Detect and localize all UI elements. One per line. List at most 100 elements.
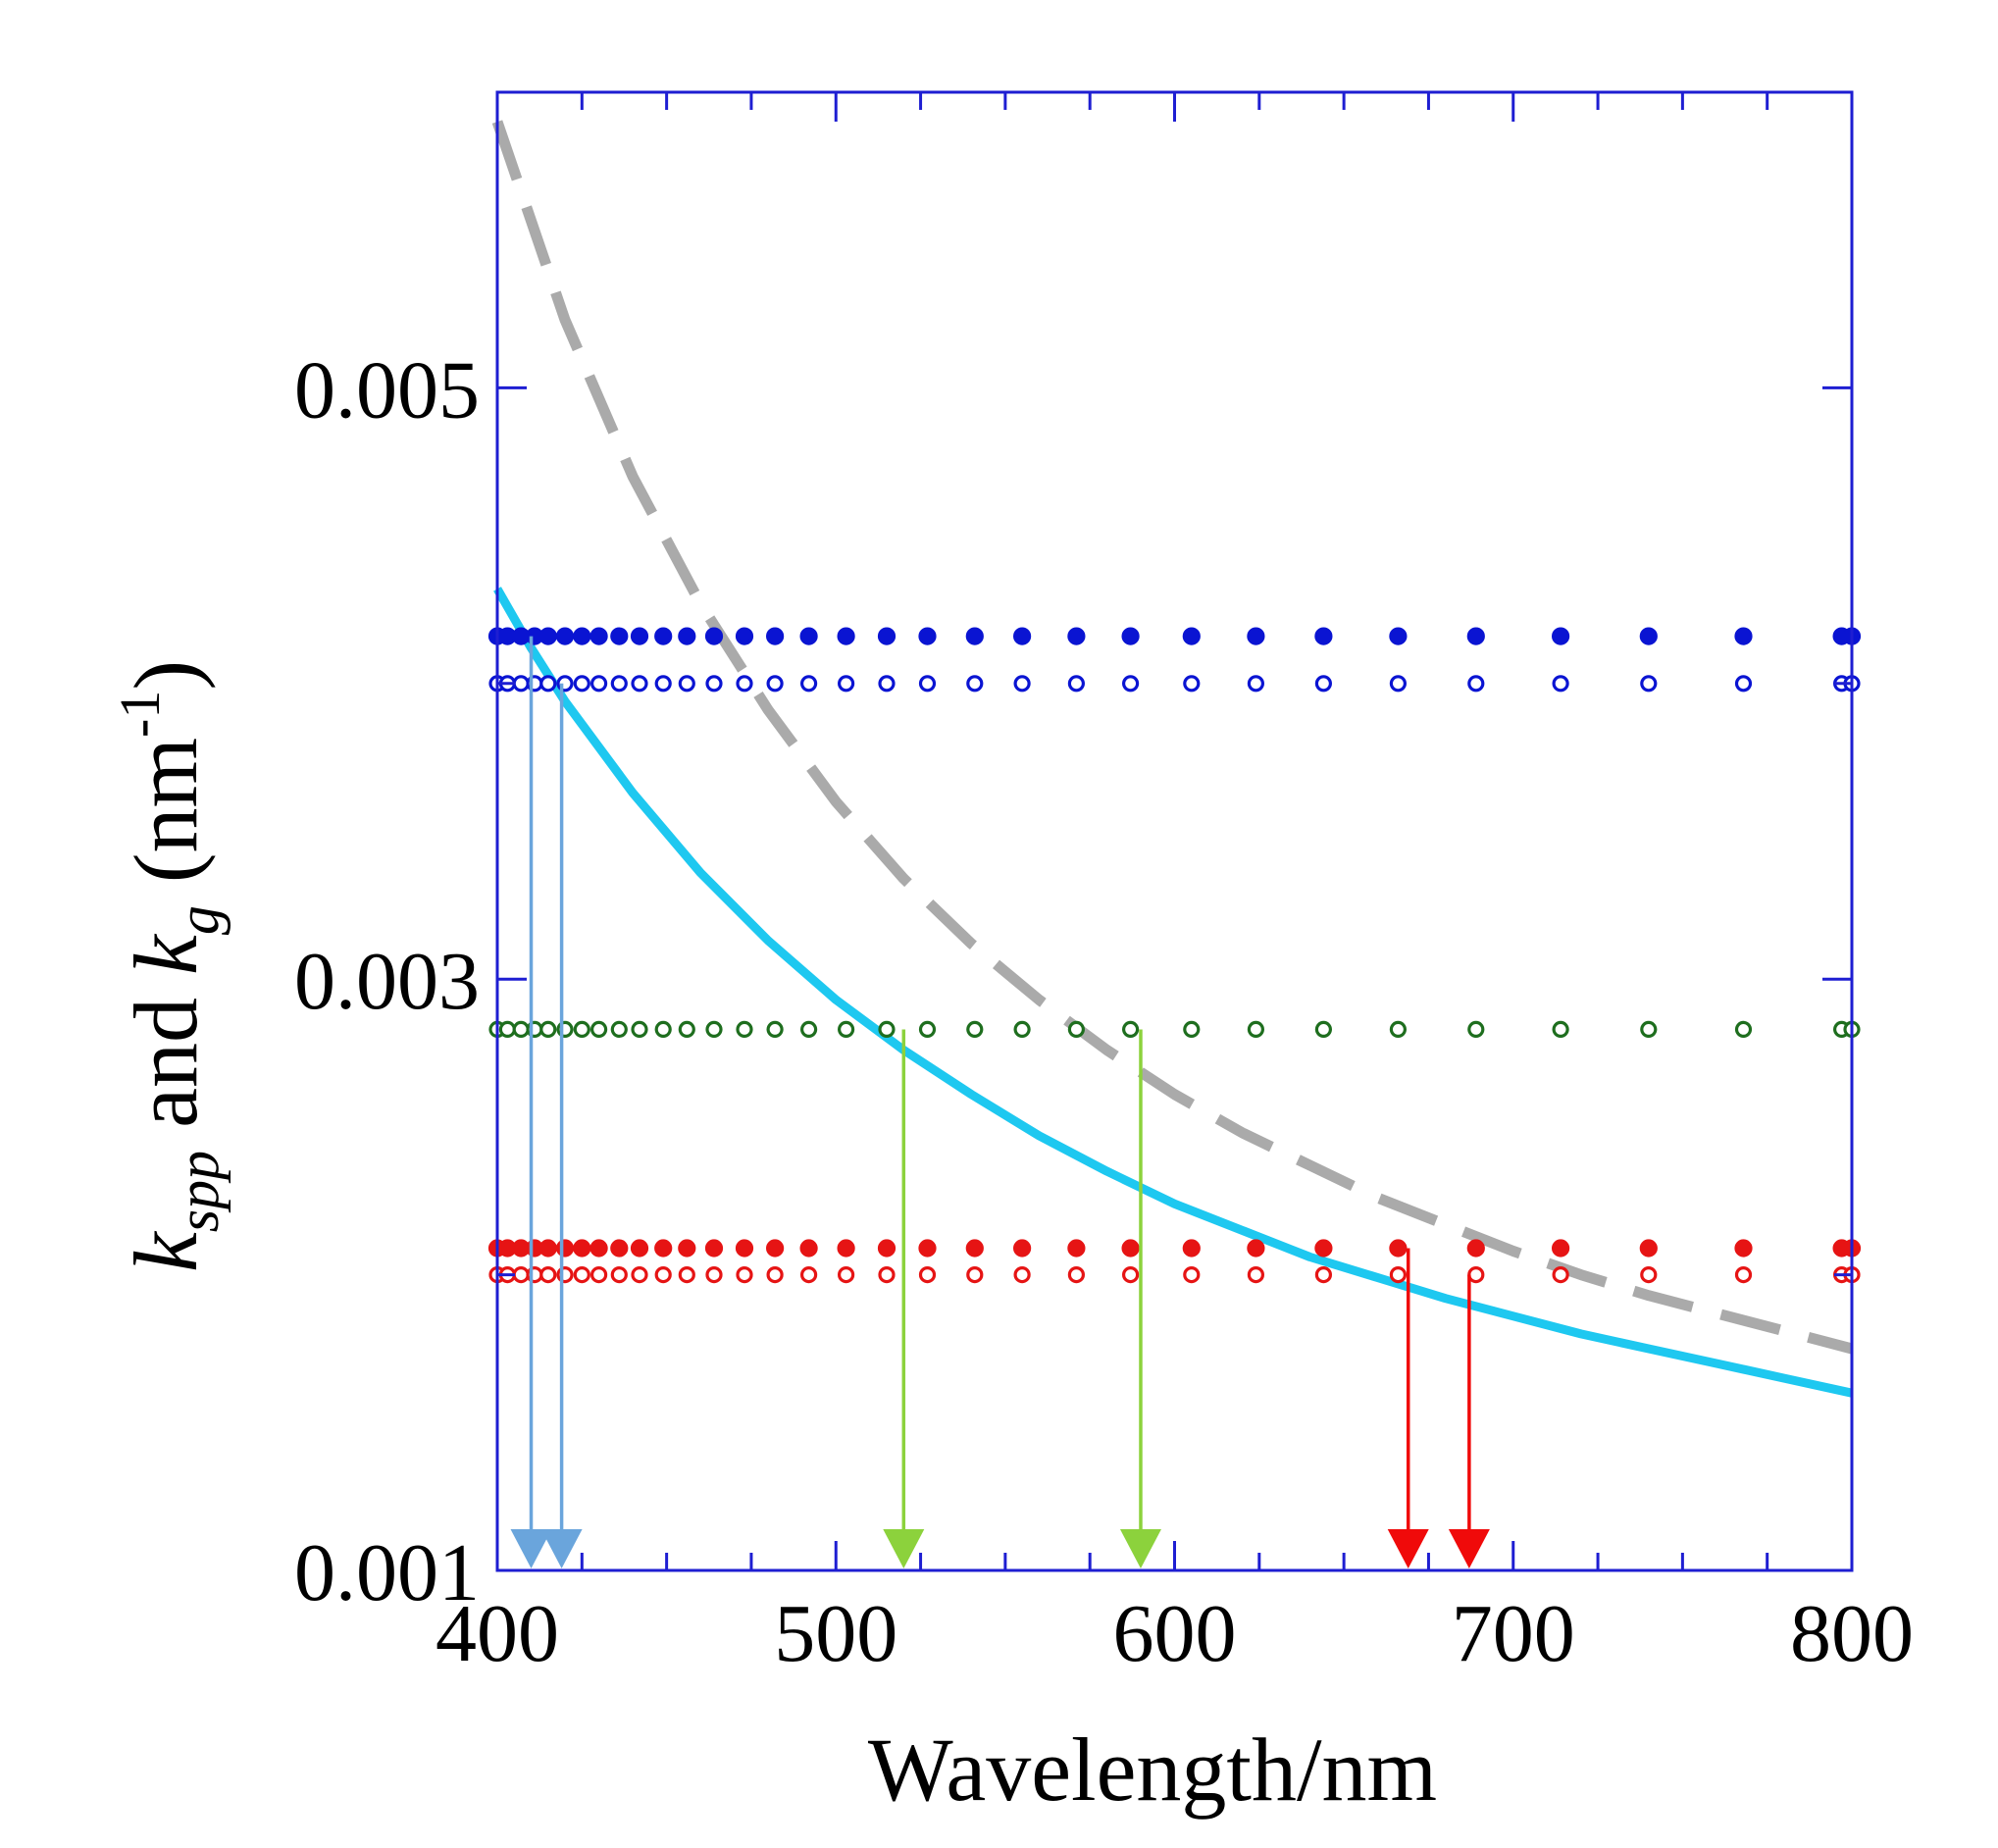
marker-point bbox=[1247, 675, 1265, 693]
x-tick-label: 500 bbox=[774, 1588, 897, 1679]
marker-point bbox=[1183, 1020, 1201, 1039]
marker-point bbox=[965, 627, 984, 645]
marker-point bbox=[1012, 627, 1032, 645]
marker-point bbox=[877, 627, 897, 645]
marker-point bbox=[966, 1020, 984, 1039]
marker-point bbox=[918, 1239, 937, 1258]
marker-point bbox=[678, 627, 696, 645]
blue-arrow-1-head bbox=[510, 1529, 552, 1568]
marker-point bbox=[538, 627, 557, 645]
blue-arrow-2-head bbox=[540, 1529, 583, 1568]
marker-point bbox=[1551, 1239, 1570, 1258]
marker-point bbox=[1467, 1265, 1485, 1284]
x-axis-title: Wavelength/nm bbox=[868, 1720, 1437, 1820]
marker-point bbox=[878, 1020, 896, 1039]
marker-point bbox=[736, 1265, 753, 1284]
arrows-layer bbox=[510, 636, 1490, 1568]
y-axis-title-k1: k bbox=[116, 1230, 216, 1272]
marker-point bbox=[631, 1020, 648, 1039]
marker-point bbox=[918, 1020, 937, 1039]
marker-point bbox=[1182, 627, 1201, 645]
kg-dashed-curve bbox=[491, 120, 1854, 1355]
marker-point bbox=[705, 675, 723, 693]
marker-point bbox=[1247, 1265, 1265, 1284]
marker-point bbox=[837, 627, 855, 645]
y-axis-title-k2: k bbox=[116, 933, 216, 975]
marker-point bbox=[1551, 627, 1570, 645]
marker-point bbox=[1067, 1239, 1086, 1258]
marker-point bbox=[705, 1265, 723, 1284]
axes-layer bbox=[495, 90, 1854, 1572]
red-arrow-2-head bbox=[1448, 1529, 1490, 1568]
marker-point bbox=[799, 1239, 818, 1258]
marker-point bbox=[1314, 627, 1333, 645]
marker-point bbox=[1734, 675, 1753, 693]
marker-point bbox=[539, 1265, 557, 1284]
marker-point bbox=[539, 675, 557, 693]
marker-point bbox=[1121, 1020, 1140, 1039]
marker-point bbox=[1552, 1265, 1569, 1284]
marker-point bbox=[1389, 1265, 1408, 1284]
marker-point bbox=[1013, 1020, 1031, 1039]
green-arrow-2-head bbox=[1119, 1529, 1161, 1568]
y-tick-label: 0.001 bbox=[294, 1527, 480, 1618]
marker-point bbox=[1466, 627, 1485, 645]
marker-point bbox=[966, 1265, 984, 1284]
marker-point bbox=[1389, 627, 1408, 645]
marker-point bbox=[1314, 1265, 1333, 1284]
marker-point bbox=[1067, 1020, 1086, 1039]
marker-point bbox=[766, 675, 784, 693]
marker-point bbox=[498, 1020, 517, 1039]
marker-point bbox=[610, 1020, 628, 1039]
y-axis-title-unit-pre: (nm bbox=[116, 738, 216, 905]
curves-layer bbox=[491, 120, 1854, 1398]
marker-point bbox=[1389, 1239, 1408, 1258]
marker-point bbox=[630, 1239, 649, 1258]
marker-point bbox=[589, 1239, 608, 1258]
marker-point bbox=[654, 1020, 672, 1039]
marker-point bbox=[1314, 1239, 1333, 1258]
marker-point bbox=[1640, 1020, 1658, 1039]
marker-point bbox=[735, 627, 754, 645]
marker-point bbox=[918, 675, 937, 693]
marker-point bbox=[837, 1265, 855, 1284]
marker-point bbox=[1121, 627, 1140, 645]
marker-point bbox=[630, 627, 649, 645]
marker-point bbox=[573, 627, 591, 645]
green-arrow-1-head bbox=[883, 1529, 925, 1568]
marker-point bbox=[736, 1020, 753, 1039]
marker-point bbox=[1466, 1239, 1485, 1258]
marker-point bbox=[966, 675, 984, 693]
marker-point bbox=[766, 1265, 784, 1284]
marker-point bbox=[766, 1020, 784, 1039]
marker-point bbox=[799, 627, 818, 645]
marker-point bbox=[1067, 627, 1086, 645]
tick-labels-layer: 400 500 600 700 800 0.001 0.003 0.005 bbox=[294, 344, 1914, 1679]
marker-point bbox=[799, 675, 818, 693]
marker-point bbox=[573, 1265, 590, 1284]
marker-point bbox=[610, 675, 628, 693]
marker-point bbox=[704, 1239, 724, 1258]
marker-point bbox=[1639, 1239, 1658, 1258]
marker-point bbox=[678, 1265, 695, 1284]
marker-point bbox=[589, 1265, 608, 1284]
marker-point bbox=[573, 1239, 591, 1258]
marker-point bbox=[1067, 1265, 1086, 1284]
x-tick-label: 800 bbox=[1790, 1588, 1914, 1679]
marker-point bbox=[610, 627, 629, 645]
marker-point bbox=[877, 1239, 897, 1258]
marker-point bbox=[1012, 1239, 1032, 1258]
y-tick-label: 0.003 bbox=[294, 936, 480, 1027]
marker-point bbox=[837, 675, 855, 693]
marker-point bbox=[589, 675, 608, 693]
marker-point bbox=[573, 675, 590, 693]
marker-point bbox=[678, 1020, 695, 1039]
red-arrow-1-head bbox=[1387, 1529, 1429, 1568]
x-tick-label: 600 bbox=[1113, 1588, 1237, 1679]
marker-point bbox=[1467, 1020, 1485, 1039]
y-axis-title-unit-sup: -1 bbox=[108, 691, 172, 738]
marker-point bbox=[799, 1020, 818, 1039]
y-axis-title-unit-post: ) bbox=[116, 660, 216, 691]
marker-point bbox=[631, 1265, 648, 1284]
